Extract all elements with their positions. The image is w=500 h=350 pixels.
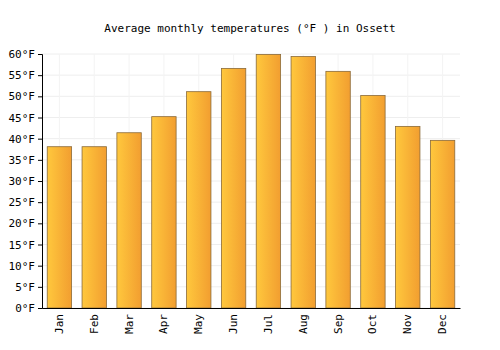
y-tick-mark [38,266,42,267]
y-tick-label: 45°F [9,112,36,125]
x-tick-label: Nov [401,314,414,334]
y-tick: 40°F [9,133,43,146]
y-tick-label: 15°F [9,239,36,252]
y-tick-mark [38,160,42,161]
bar [221,68,245,308]
x-tick: Jul [262,308,275,334]
y-tick-mark [38,287,42,288]
y-tick-label: 55°F [9,69,36,82]
y-tick-mark [38,118,42,119]
x-tick: Feb [88,308,101,334]
x-tick: Sep [332,308,345,334]
y-tick: 45°F [9,112,43,125]
x-tick: Mar [123,308,136,334]
bar [256,54,280,308]
chart-svg: 0°F 5°F 10°F 15°F 20°F 25°F 30°F 35°F 40°F 45°F 50… [0,0,500,350]
y-tick: 15°F [9,239,43,252]
x-tick: Apr [157,308,170,334]
bar [187,92,211,308]
y-tick-mark [38,139,42,140]
x-tick: May [192,308,205,334]
bar [396,126,420,308]
bar [326,71,350,308]
grid-line [42,96,460,97]
bar [82,147,106,308]
x-tick: Dec [436,308,449,334]
bar [430,140,454,308]
y-tick-mark [38,202,42,203]
grid-line [42,117,460,118]
bar [361,95,385,308]
y-tick-label: 20°F [9,217,36,230]
x-tick-label: Dec [436,314,449,334]
bar [47,147,71,308]
y-tick: 0°F [15,302,42,315]
x-tick-label: Sep [332,314,345,334]
y-tick-label: 5°F [15,281,35,294]
x-tick: Aug [297,308,310,334]
x-tick-label: Feb [88,314,101,334]
x-tick-label: Jan [53,314,66,334]
x-tick: Oct [366,308,379,334]
grid-line [42,54,460,55]
y-tick-mark [38,181,42,182]
y-tick: 55°F [9,69,43,82]
y-tick-label: 30°F [9,175,36,188]
grid [42,54,460,308]
y-tick-mark [38,223,42,224]
y-tick-label: 35°F [9,154,36,167]
bar [117,133,141,308]
x-tick-label: Aug [297,314,310,334]
x-tick-label: Oct [366,314,379,334]
x-tick-label: Mar [123,314,136,334]
y-tick-mark [38,245,42,246]
y-tick-mark [38,96,42,97]
x-tick-label: Jul [262,314,275,334]
y-tick: 60°F [9,48,43,61]
x-tick: Jan [53,308,66,334]
y-tick-label: 10°F [9,260,36,273]
x-tick-label: Apr [157,314,170,334]
y-axis-line [38,55,43,309]
y-tick-mark [38,54,42,55]
y-tick-label: 40°F [9,133,36,146]
y-tick: 50°F [9,90,43,103]
bars [47,54,455,308]
y-axis: 0°F 5°F 10°F 15°F 20°F 25°F 30°F 35°F 40°F 45°F 50… [9,48,43,315]
grid-line [42,75,460,76]
x-axis-line [43,308,461,309]
y-tick-label: 50°F [9,90,36,103]
title: Average monthly temperatures (°F ) in Os… [104,22,395,35]
y-tick-mark [38,75,42,76]
plot-area: 0°F 5°F 10°F 15°F 20°F 25°F 30°F 35°F 40°F 45°F 50… [9,48,461,334]
y-tick: 30°F [9,175,43,188]
y-tick-label: 0°F [15,302,35,315]
x-tick: Jun [227,308,240,334]
chart-container: 0°F 5°F 10°F 15°F 20°F 25°F 30°F 35°F 40°F 45°F 50… [0,0,500,350]
y-tick: 25°F [9,196,43,209]
y-tick: 35°F [9,154,43,167]
y-tick: 10°F [9,260,43,273]
y-tick: 20°F [9,217,43,230]
y-tick-label: 60°F [9,48,36,61]
y-tick: 5°F [15,281,42,294]
y-tick-label: 25°F [9,196,36,209]
x-tick-label: May [192,314,205,334]
x-tick-label: Jun [227,314,240,334]
y-tick-mark [38,308,42,309]
bar [152,117,176,308]
x-axis: Jan Feb Mar Apr May Jun Jul Aug Sep Oct Nov Dec [43,308,461,334]
x-tick: Nov [401,308,414,334]
bar [291,57,315,308]
